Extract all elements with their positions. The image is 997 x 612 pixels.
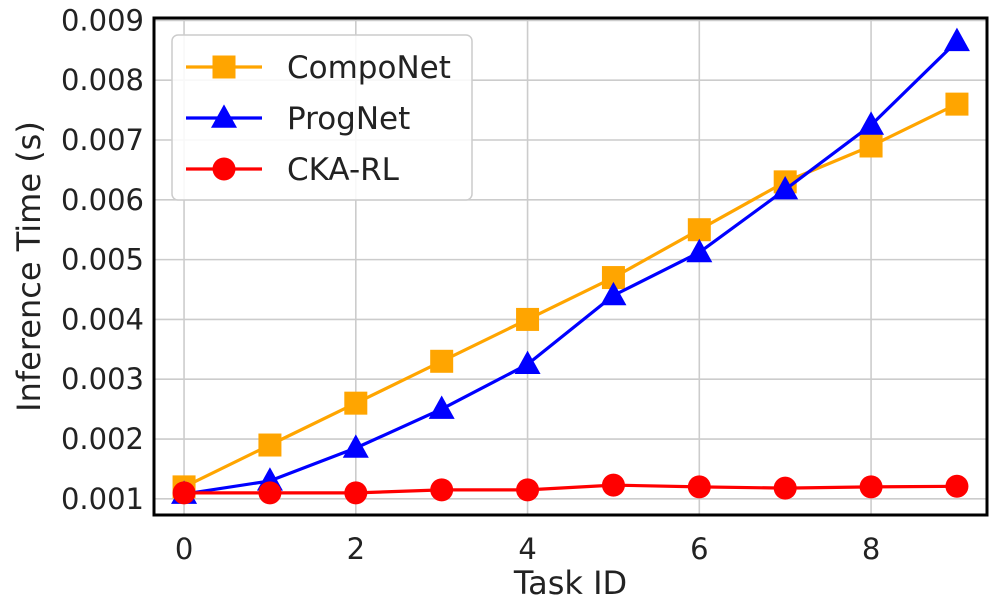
data-point-cka-rl — [258, 481, 282, 505]
data-point-cka-rl — [945, 474, 969, 498]
data-point-prognet — [858, 111, 885, 135]
data-point-cka-rl — [687, 475, 711, 499]
data-point-componet — [601, 266, 625, 290]
tick-labels: 0 2 4 6 8 0.001 0.002 0.003 0.004 0.005 0.006 0.007… — [61, 3, 880, 566]
legend-marker-cka-rl — [212, 157, 236, 181]
data-point-cka-rl — [430, 478, 454, 502]
y-tick-label: 0.007 — [61, 123, 144, 157]
data-point-componet — [687, 218, 711, 242]
x-tick-label: 8 — [862, 532, 880, 566]
data-point-prognet — [342, 434, 369, 458]
data-point-componet — [516, 307, 540, 331]
data-point-prognet — [428, 395, 455, 419]
x-axis-label: Task ID — [513, 564, 627, 602]
data-point-cka-rl — [601, 473, 625, 497]
data-point-componet — [859, 134, 883, 158]
data-point-componet — [430, 349, 454, 373]
data-point-prognet — [686, 238, 713, 263]
series-line-prognet — [183, 40, 959, 496]
legend-marker-prognet — [211, 104, 237, 128]
y-tick-label: 0.005 — [61, 243, 144, 277]
data-point-prognet — [772, 175, 799, 200]
legend-label-cka-rl: CKA-RL — [287, 152, 400, 188]
data-point-cka-rl — [172, 481, 196, 505]
x-tick-label: 2 — [347, 532, 365, 566]
legend-label-prognet: ProgNet — [287, 101, 410, 137]
y-tick-label: 0.008 — [61, 63, 144, 97]
series-cka-rl — [172, 473, 969, 505]
legend: CompoNet ProgNet CKA-RL — [171, 34, 473, 201]
y-tick-label: 0.003 — [61, 362, 144, 396]
legend-label-componet: CompoNet — [287, 50, 451, 86]
data-point-prognet — [514, 350, 541, 375]
data-point-cka-rl — [344, 481, 368, 505]
legend-marker-componet — [212, 55, 236, 79]
y-tick-label: 0.001 — [61, 482, 144, 516]
data-point-prognet — [600, 281, 627, 306]
y-axis-label: Inference Time (s) — [10, 121, 48, 412]
data-point-cka-rl — [859, 475, 883, 499]
legend-item-componet: CompoNet — [186, 50, 451, 86]
data-point-prognet — [943, 27, 970, 52]
legend-item-prognet: ProgNet — [186, 101, 410, 137]
data-point-componet — [258, 433, 282, 457]
legend-box — [171, 34, 473, 201]
y-tick-label: 0.002 — [61, 422, 144, 456]
data-point-cka-rl — [773, 476, 797, 500]
y-tick-label: 0.004 — [61, 302, 144, 336]
data-point-cka-rl — [516, 478, 540, 502]
x-tick-label: 0 — [175, 532, 193, 566]
series-layer — [171, 27, 970, 505]
series-line-cka-rl — [184, 483, 957, 495]
x-tick-label: 4 — [518, 532, 536, 566]
series-line-componet — [183, 102, 958, 489]
legend-item-cka-rl: CKA-RL — [186, 152, 400, 188]
series-componet — [172, 92, 969, 499]
y-tick-label: 0.009 — [61, 3, 144, 37]
y-tick-label: 0.006 — [61, 183, 144, 217]
x-tick-label: 6 — [690, 532, 708, 566]
plot-frame — [152, 16, 989, 517]
data-point-componet — [344, 391, 368, 415]
data-point-componet — [945, 92, 969, 116]
